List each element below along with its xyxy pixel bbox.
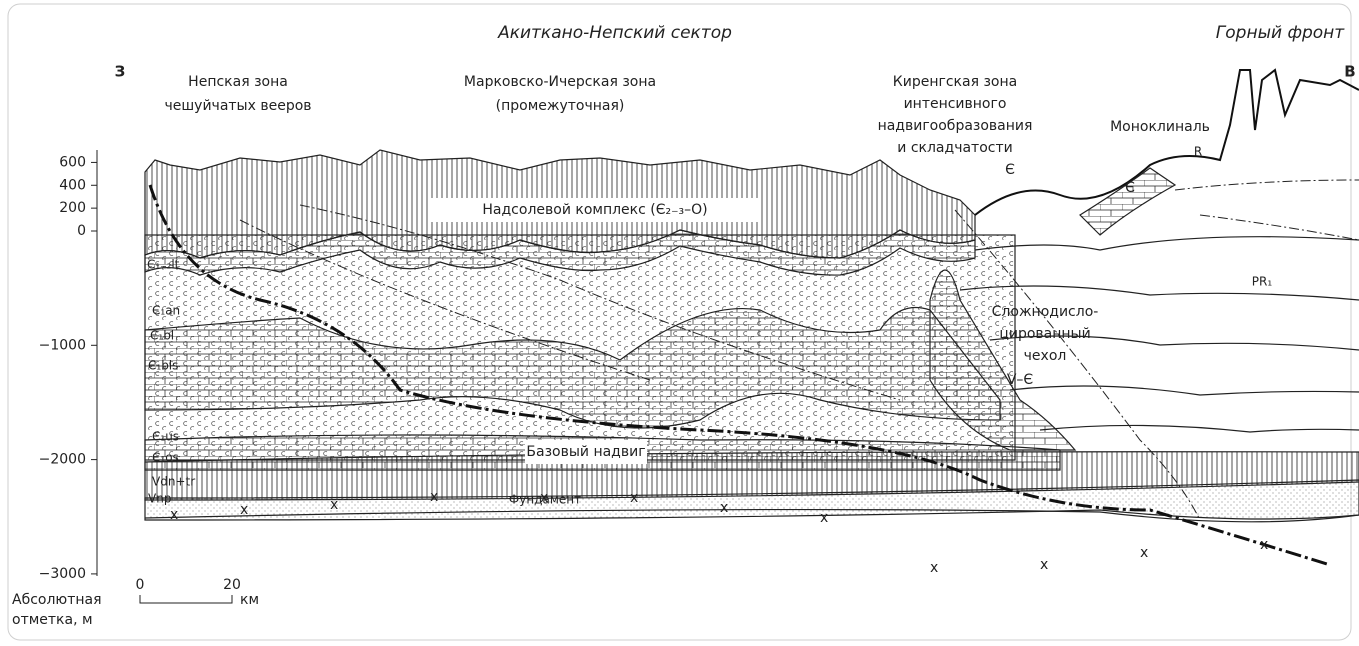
svg-text:x: x <box>330 497 338 513</box>
layer-label: Vnp <box>148 492 171 506</box>
tick-label: −3000 <box>39 566 86 582</box>
axis-title: Абсолютная <box>12 592 102 608</box>
svg-text:x: x <box>1140 545 1148 561</box>
tick-label: −2000 <box>39 452 86 468</box>
cover-label: Сложнодисло- <box>992 304 1099 320</box>
layer-label: Є₁an <box>152 304 180 318</box>
label-bg <box>430 198 760 222</box>
basement-label: Фундамент <box>509 493 581 507</box>
thrust-label: Базовый надвиг <box>526 444 645 460</box>
east-label: В <box>1344 63 1355 81</box>
riphean-label: R <box>1194 145 1202 159</box>
layer-label: Vdn+tr <box>152 475 195 489</box>
scale-unit: км <box>240 592 259 608</box>
layer-label: Є₁us <box>152 430 179 444</box>
cover-label: чехол <box>1024 348 1067 364</box>
label-bg <box>525 440 647 464</box>
svg-text:x: x <box>630 490 638 506</box>
zone-label: Марковско-Ичерская зона <box>464 74 656 90</box>
tick-label: 200 <box>59 200 86 216</box>
west-label: З <box>115 63 126 81</box>
svg-text:x: x <box>930 560 938 576</box>
tick-label: 0 <box>77 223 86 239</box>
complex-label: Надсолевой комплекс (Є₂₋₃–O) <box>482 202 707 218</box>
svg-text:x: x <box>720 500 728 516</box>
svg-text:x: x <box>1260 537 1268 553</box>
zone-label: интенсивного <box>904 96 1007 112</box>
tick-label: 600 <box>59 154 86 170</box>
layer-label: Є₁₋₂lt <box>147 258 180 272</box>
scale-end: 20 <box>223 577 241 593</box>
zone-label: (промежуточная) <box>496 98 625 114</box>
svg-text:x: x <box>820 510 828 526</box>
zone-label: чешуйчатых вееров <box>164 98 311 114</box>
zone-label: Киренгская зона <box>893 74 1017 90</box>
svg-text:x: x <box>240 502 248 518</box>
layer-label: Є₁bls <box>148 359 178 373</box>
axis-title: отметка, м <box>12 612 93 628</box>
scale-start: 0 <box>136 577 145 593</box>
cambrian-label: Є <box>1125 180 1135 196</box>
svg-text:x: x <box>170 507 178 523</box>
frame <box>7 3 1352 641</box>
zone-label: надвигообразования <box>878 118 1033 134</box>
tick-label: −1000 <box>39 337 86 353</box>
layer-label: Є₁bl <box>150 329 174 343</box>
pr-label: PR₁ <box>1252 275 1273 289</box>
layer-label: Є₁os <box>152 451 179 465</box>
svg-text:x: x <box>1040 557 1048 573</box>
sector-title: Акиткано-Непский сектор <box>497 23 732 43</box>
geology: x x x x x x x x x x x x <box>144 68 1359 576</box>
svg-text:x: x <box>430 489 438 505</box>
front-title: Горный фронт <box>1216 23 1345 43</box>
svg-text:x: x <box>540 490 548 506</box>
tick-label: 400 <box>59 177 86 193</box>
cover-label: цированный <box>999 326 1090 342</box>
zone-label: Моноклиналь <box>1110 119 1210 135</box>
zone-label: Непская зона <box>188 74 288 90</box>
cambrian-label: Є <box>1005 162 1015 178</box>
cover-age-label: V–Є <box>1007 372 1034 388</box>
zone-label: и складчатости <box>897 140 1012 156</box>
scale-bar <box>139 595 233 604</box>
